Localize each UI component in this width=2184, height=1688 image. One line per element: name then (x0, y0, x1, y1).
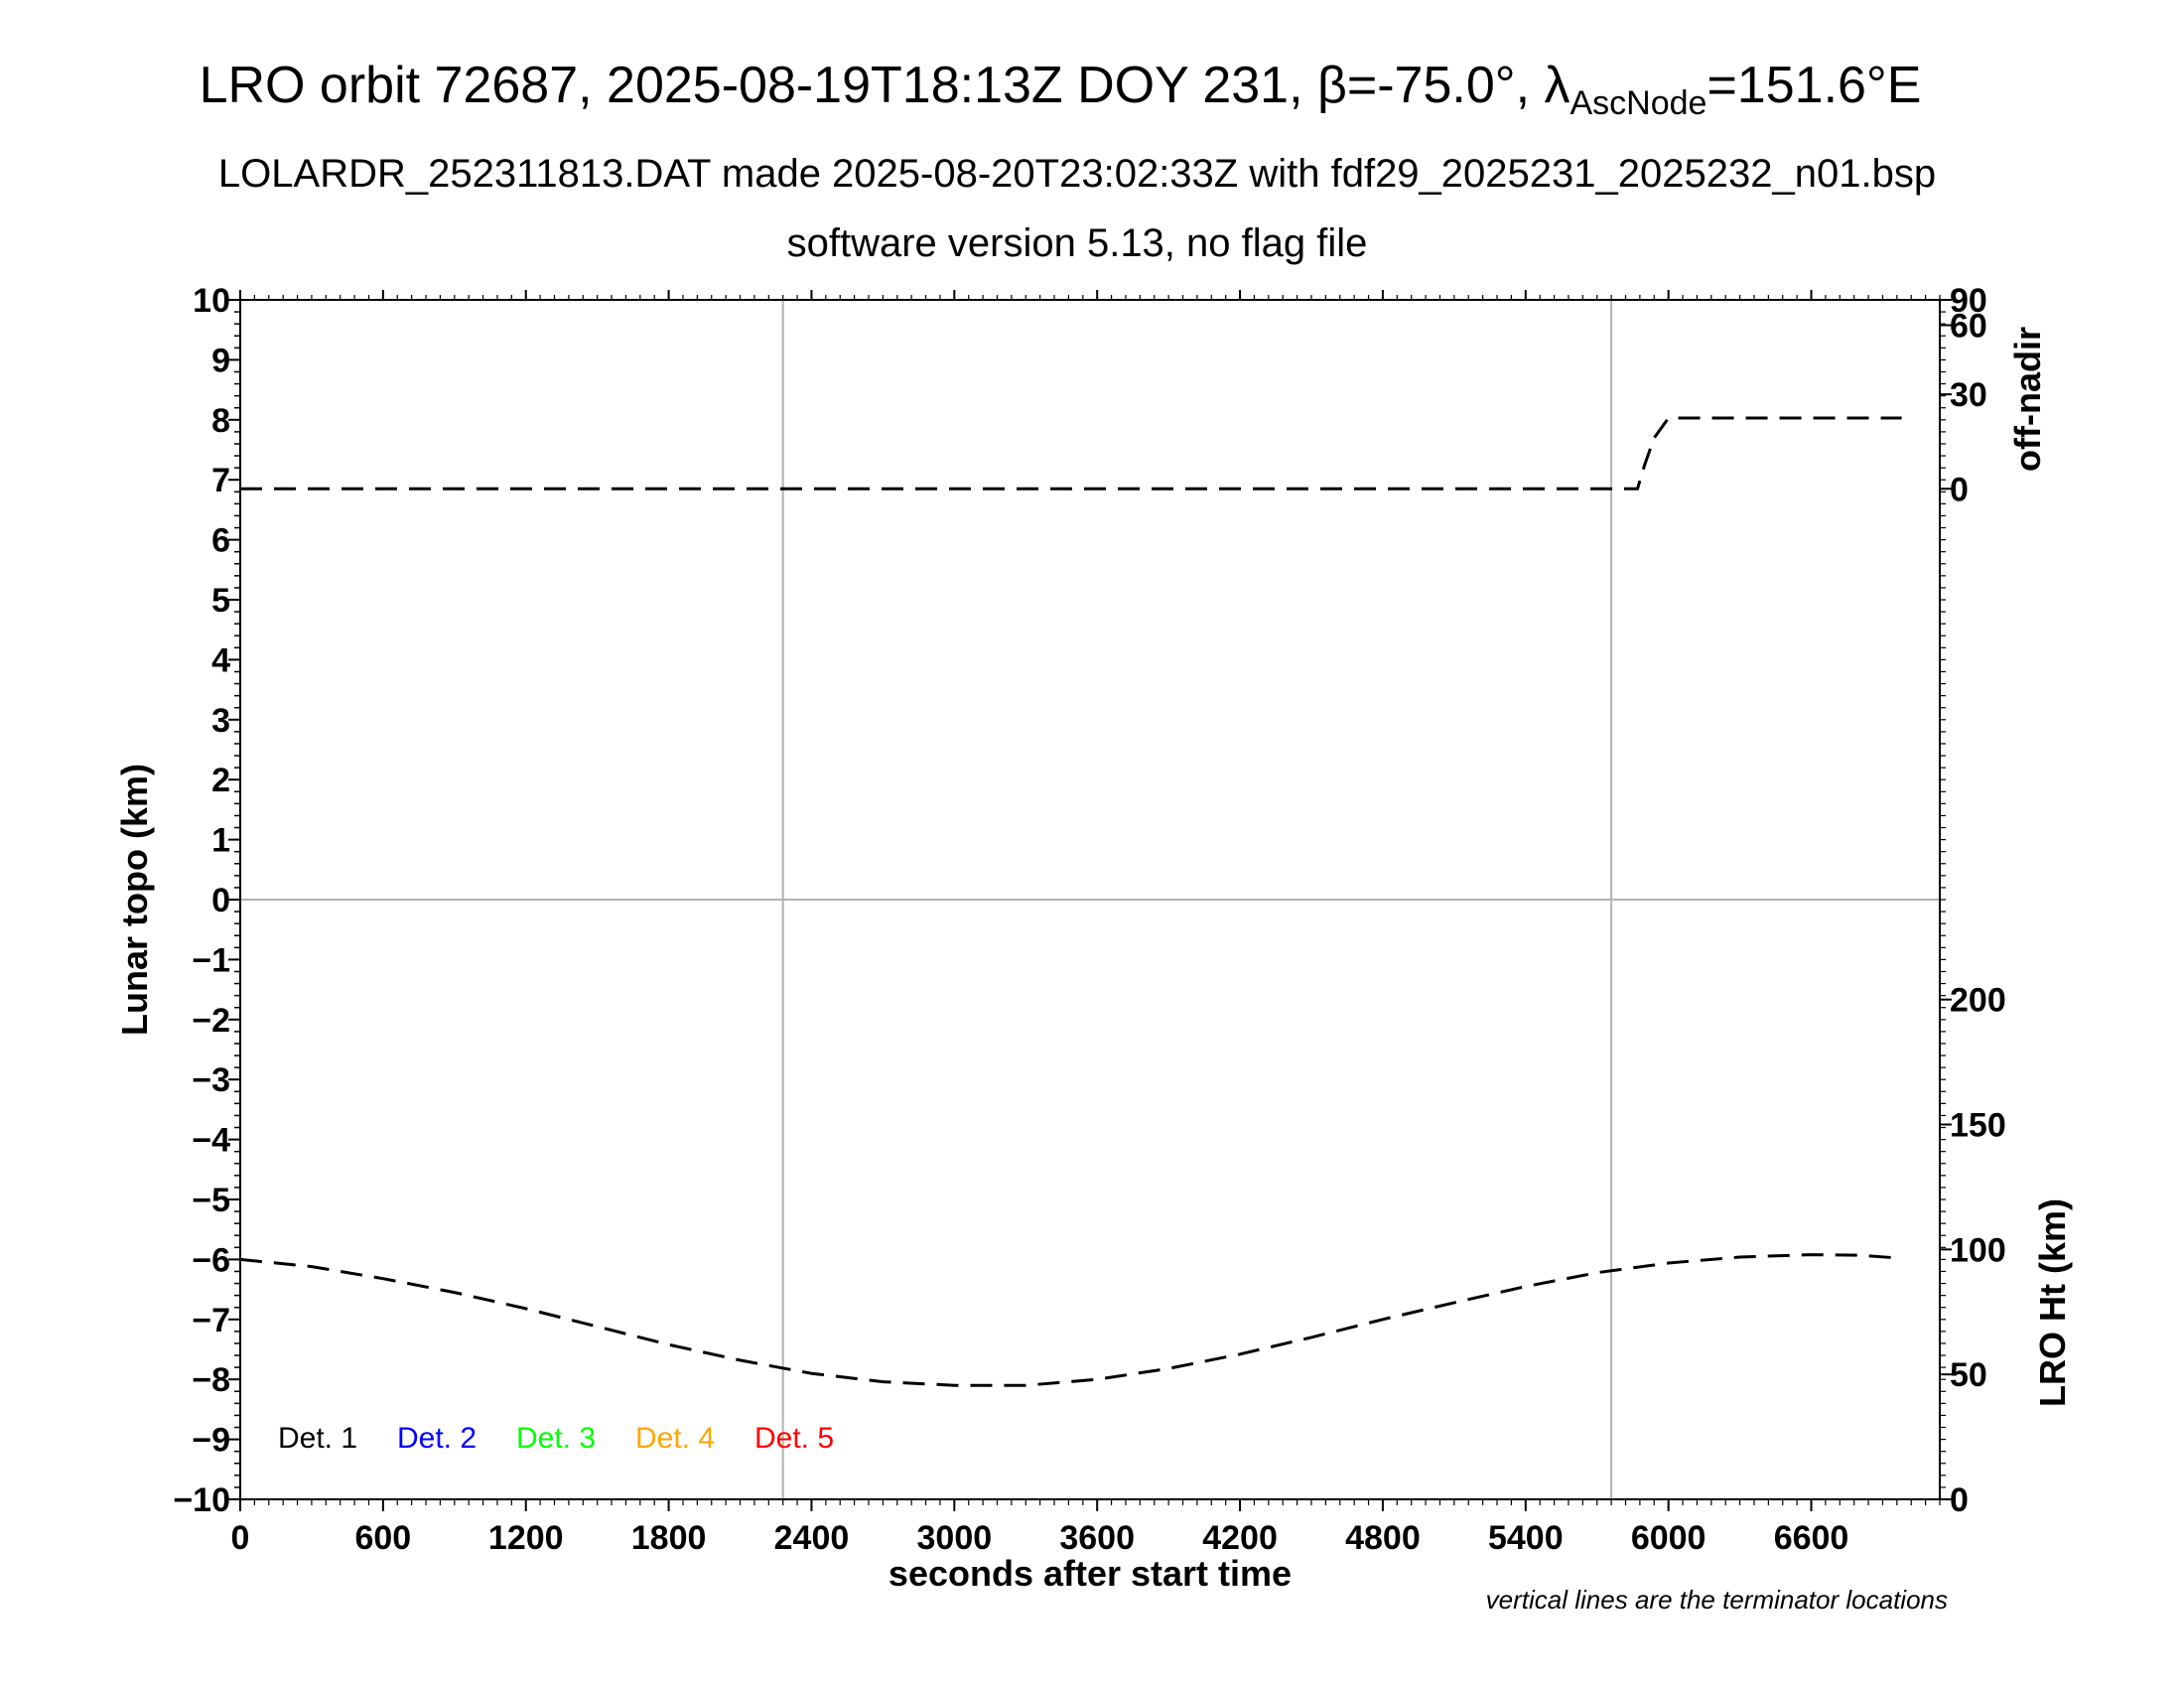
y-tick-label: 0 (211, 882, 230, 919)
y-tick-label: −3 (192, 1061, 230, 1099)
y-tick-label: 1 (211, 822, 230, 860)
y-tick-label: −5 (192, 1182, 230, 1219)
lro-ht-tick-label: 150 (1950, 1107, 2006, 1145)
off-nadir-tick-label: 90 (1950, 282, 1987, 320)
x-tick-label: 4200 (1202, 1519, 1278, 1557)
x-tick-label: 0 (231, 1519, 250, 1557)
lro-ht-tick-label: 100 (1950, 1231, 2006, 1269)
legend-entry: Det. 2 (397, 1422, 477, 1455)
x-tick-label: 1200 (488, 1519, 564, 1557)
grid-lines (240, 300, 1940, 1499)
legend: Det. 1 Det. 2 Det. 3 Det. 4 Det. 5 (278, 1422, 834, 1455)
lro-ht-axis-label: LRO Ht (km) (2032, 1198, 2073, 1407)
y-tick-label: 10 (193, 282, 230, 320)
y-tick-label: −4 (192, 1122, 230, 1160)
x-tick-label: 2400 (774, 1519, 850, 1557)
y-tick-label: 4 (211, 641, 230, 679)
y-tick-label: −7 (192, 1302, 230, 1339)
y-tick-label: −2 (192, 1002, 230, 1040)
y-tick-label: 7 (211, 462, 230, 499)
y-tick-label: 6 (211, 522, 230, 560)
x-tick-label: 3600 (1059, 1519, 1135, 1557)
y-tick-label: 9 (211, 342, 230, 379)
x-tick-label: 3000 (917, 1519, 993, 1557)
chart-subtitle: LOLARDR_252311813.DAT made 2025-08-20T23… (218, 152, 1936, 196)
y-axis-label: Lunar topo (km) (114, 764, 155, 1036)
legend-entry: Det. 3 (516, 1422, 596, 1455)
off-nadir-series-line (240, 416, 1902, 491)
y-tick-label: 8 (211, 402, 230, 440)
y-tick-label: −8 (192, 1361, 230, 1399)
off-nadir-tick-label: 60 (1950, 307, 1987, 345)
x-tick-label: 6600 (1774, 1519, 1849, 1557)
legend-entry: Det. 5 (754, 1422, 834, 1455)
y-tick-label: 5 (211, 582, 230, 620)
off-nadir-tick-label: 0 (1950, 471, 1969, 508)
x-tick-label: 4800 (1345, 1519, 1421, 1557)
x-tick-label: 6000 (1631, 1519, 1706, 1557)
x-tick-labels: 0 600 1200 1800 2400 3000 3600 4200 4800 5400 6000… (231, 1519, 1849, 1557)
terminator-note: vertical lines are the terminator locati… (1486, 1585, 1948, 1615)
x-axis-label: seconds after start time (888, 1553, 1292, 1594)
chart-title: LRO orbit 72687, 2025-08-19T18:13Z DOY 2… (200, 57, 1922, 122)
lro-ht-tick-label: 50 (1950, 1356, 1987, 1394)
y-tick-label: −9 (192, 1422, 230, 1460)
y-tick-label: −1 (192, 941, 230, 979)
y-tick-label: 2 (211, 762, 230, 799)
off-nadir-axis-label: off-nadir (2007, 327, 2048, 472)
x-tick-label: 5400 (1488, 1519, 1564, 1557)
legend-entry: Det. 1 (278, 1422, 357, 1455)
legend-entry: Det. 4 (635, 1422, 715, 1455)
tick-marks (228, 290, 1952, 1511)
x-tick-label: 600 (354, 1519, 411, 1557)
lro-ht-series-line (239, 1253, 1902, 1387)
series-group (239, 416, 1902, 1387)
x-tick-label: 1800 (631, 1519, 707, 1557)
y-tick-label: −6 (192, 1241, 230, 1279)
y-tick-label: 3 (211, 702, 230, 740)
y-tick-label: −10 (173, 1481, 230, 1519)
lro-ht-tick-label: 200 (1950, 982, 2006, 1020)
chart-subtitle-2: software version 5.13, no flag file (787, 221, 1368, 265)
lro-ht-tick-label: 0 (1950, 1481, 1969, 1519)
off-nadir-tick-label: 30 (1950, 376, 1987, 414)
